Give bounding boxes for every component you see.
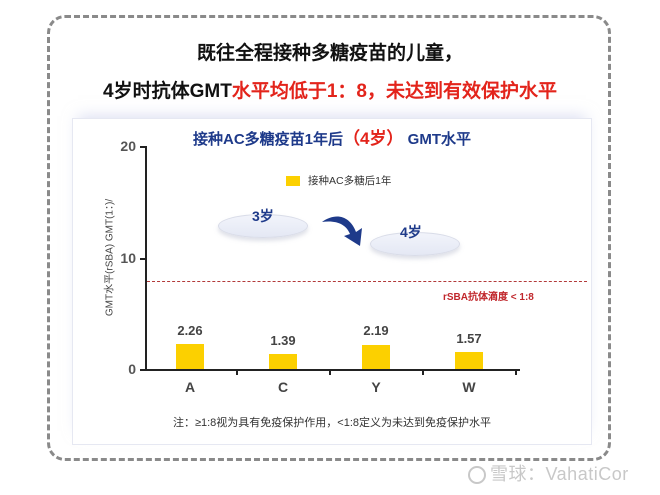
headline-line-2-black: 4岁时抗体GMT [103, 81, 232, 102]
value-label-W: 1.57 [456, 331, 482, 346]
chart-legend: 接种AC多糖后1年 [286, 173, 391, 188]
bar-Y [362, 345, 390, 369]
age-3-ellipse [218, 214, 308, 238]
y-axis [145, 146, 147, 371]
value-label-C: 1.39 [270, 333, 296, 348]
threshold-label: rSBA抗体滴度 < 1:8 [443, 292, 534, 303]
watermark: 雪球：VahatiCor [468, 460, 629, 486]
x-tick [515, 369, 517, 375]
watermark-text: 雪球：VahatiCor [490, 464, 629, 484]
footnote: 注：≥1:8视为具有免疫保护作用，<1:8定义为未达到免疫保护水平 [172, 417, 492, 429]
headline-line-2-red: 水平均低于1：8，未达到有效保护水平 [231, 81, 557, 102]
x-label-Y: Y [371, 379, 381, 395]
x-tick [236, 369, 238, 375]
x-label-W: W [462, 379, 476, 395]
x-tick [329, 369, 331, 375]
age-4-ellipse [370, 232, 460, 256]
legend-label: 接种AC多糖后1年 [308, 175, 392, 187]
y-tick-label-20: 20 [120, 138, 136, 154]
bar-A [176, 344, 204, 369]
threshold-line [147, 281, 587, 282]
headline-line-2: 4岁时抗体GMT水平均低于1：8，未达到有效保护水平 [0, 76, 660, 103]
snowball-logo-icon [468, 466, 486, 484]
y-tick-0 [140, 369, 146, 371]
age-to-label: 4岁 [400, 224, 422, 240]
curved-arrow-icon [322, 216, 362, 246]
age-from-label: 3岁 [252, 208, 274, 224]
headline-line-1: 既往全程接种多糖疫苗的儿童， [196, 43, 463, 64]
x-label-C: C [277, 379, 289, 395]
chart-title-prefix: 接种AC多糖疫苗1年后 [193, 131, 344, 148]
x-tick [422, 369, 424, 375]
bar-W [455, 352, 483, 369]
value-label-Y: 2.19 [363, 323, 389, 338]
value-label-A: 2.26 [177, 323, 203, 338]
bar-C [269, 354, 297, 369]
chart-title-suffix: GMT水平 [403, 131, 471, 148]
chart-title-highlight: （4岁） [343, 129, 404, 148]
y-tick-label-10: 10 [120, 250, 136, 266]
legend-swatch-icon [286, 175, 300, 186]
chart-title: 接种AC多糖疫苗1年后（4岁） GMT水平 [72, 124, 592, 149]
y-tick-label-0: 0 [128, 361, 136, 377]
y-tick-20 [140, 146, 146, 148]
y-tick-10 [140, 258, 146, 260]
x-label-A: A [184, 379, 196, 395]
dashed-frame [47, 15, 611, 461]
